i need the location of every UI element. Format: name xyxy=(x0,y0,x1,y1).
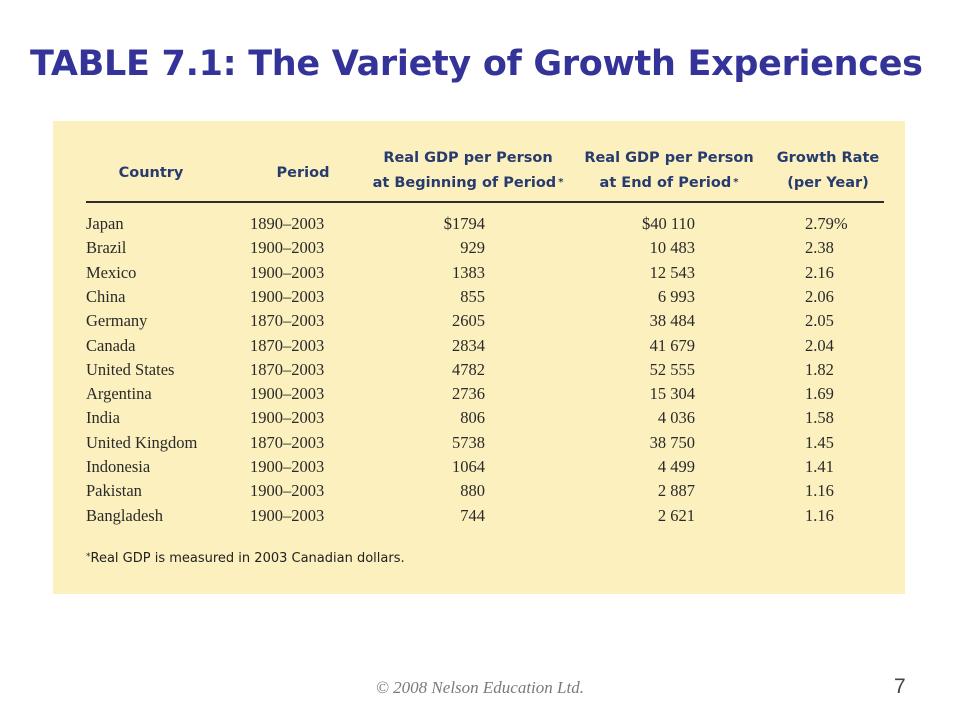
cell-country: Indonesia xyxy=(86,457,151,476)
cell-country: Pakistan xyxy=(86,481,142,501)
cell-country: Bangladesh xyxy=(86,505,163,525)
cell-gdp-begin: 929 xyxy=(460,238,485,258)
header-period: Period xyxy=(276,165,330,181)
footnote: *Real GDP is measured in 2003 Canadian d… xyxy=(86,551,405,566)
table-row: Bangladesh 1900–2003 744 2 621 1.16 xyxy=(53,504,905,528)
copyright: © 2008 Nelson Education Ltd. xyxy=(376,678,584,697)
cell-growth-rate: 1.82 xyxy=(805,359,834,379)
cell-period: 1900–2003 xyxy=(250,262,325,282)
cell-growth-rate: 1.16 xyxy=(805,481,834,501)
cell-gdp-begin: 2605 xyxy=(452,311,485,331)
cell-gdp-end: 52 555 xyxy=(649,359,695,379)
cell-growth-rate: 1.58 xyxy=(805,408,834,428)
cell-period: 1870–2003 xyxy=(250,311,325,331)
cell-gdp-begin: 2736 xyxy=(452,384,485,404)
cell-gdp-begin: 1383 xyxy=(452,262,485,282)
cell-country: Argentina xyxy=(86,384,152,404)
cell-period: 1870–2003 xyxy=(250,359,325,379)
cell-growth-rate: 2.06 xyxy=(805,286,834,306)
cell-gdp-begin: 855 xyxy=(460,286,485,306)
cell-growth-rate: 2.38 xyxy=(805,238,834,258)
cell-period: 1900–2003 xyxy=(250,457,325,476)
table-row: United States 1870–2003 4782 52 555 1.82 xyxy=(53,358,905,382)
header-rule xyxy=(86,201,884,203)
cell-period: 1900–2003 xyxy=(250,238,325,258)
cell-country: Japan xyxy=(86,214,124,233)
cell-gdp-begin: $1794 xyxy=(443,214,485,233)
cell-gdp-begin: 880 xyxy=(460,481,485,501)
cell-period: 1900–2003 xyxy=(250,481,325,501)
cell-growth-rate: 2.04 xyxy=(805,335,834,355)
table-row: Canada 1870–2003 2834 41 679 2.04 xyxy=(53,334,905,358)
cell-gdp-begin: 5738 xyxy=(452,432,485,452)
table-row: Indonesia 1900–2003 1064 4 499 1.41 xyxy=(53,455,905,479)
cell-gdp-end: 4 499 xyxy=(657,457,695,476)
cell-country: Germany xyxy=(86,311,148,331)
cell-gdp-end: 4 036 xyxy=(657,408,695,428)
table-row: Pakistan 1900–2003 880 2 887 1.16 xyxy=(53,479,905,503)
cell-gdp-begin: 2834 xyxy=(452,335,485,355)
cell-gdp-begin: 744 xyxy=(460,505,485,525)
cell-period: 1870–2003 xyxy=(250,432,325,452)
cell-country: India xyxy=(86,408,120,428)
cell-gdp-end: 38 750 xyxy=(649,432,695,452)
cell-gdp-end: 2 887 xyxy=(657,481,695,501)
cell-growth-rate: 2.05 xyxy=(805,311,834,331)
table-row: India 1900–2003 806 4 036 1.58 xyxy=(53,406,905,430)
cell-gdp-end: 2 621 xyxy=(657,505,695,525)
cell-growth-rate: 1.41 xyxy=(805,457,834,476)
cell-gdp-end: $40 110 xyxy=(641,214,695,233)
table-panel: Country Period Real GDP per Person at Be… xyxy=(53,121,905,594)
cell-country: Mexico xyxy=(86,262,137,282)
cell-gdp-end: 15 304 xyxy=(649,384,695,404)
cell-gdp-end: 10 483 xyxy=(649,238,695,258)
cell-country: Canada xyxy=(86,335,136,355)
cell-period: 1900–2003 xyxy=(250,408,325,428)
cell-growth-rate: 1.69 xyxy=(805,384,834,404)
table-row: Germany 1870–2003 2605 38 484 2.05 xyxy=(53,309,905,333)
page-number: 7 xyxy=(894,675,906,698)
slide-title: TABLE 7.1: The Variety of Growth Experie… xyxy=(30,44,923,84)
cell-country: Brazil xyxy=(86,238,127,258)
cell-country: United Kingdom xyxy=(86,432,198,452)
cell-gdp-end: 12 543 xyxy=(649,262,695,282)
table-row: Argentina 1900–2003 2736 15 304 1.69 xyxy=(53,382,905,406)
table-row: Mexico 1900–2003 1383 12 543 2.16 xyxy=(53,261,905,285)
table-row: Japan 1890–2003 $1794 $40 110 2.79% xyxy=(53,212,905,236)
cell-period: 1900–2003 xyxy=(250,286,325,306)
cell-country: China xyxy=(86,286,126,306)
table-row: United Kingdom 1870–2003 5738 38 750 1.45 xyxy=(53,431,905,455)
cell-country: United States xyxy=(86,359,175,379)
cell-growth-rate: 2.16 xyxy=(805,262,834,282)
table-row: China 1900–2003 855 6 993 2.06 xyxy=(53,285,905,309)
cell-period: 1870–2003 xyxy=(250,335,325,355)
cell-growth-rate: 2.79% xyxy=(805,214,848,233)
cell-growth-rate: 1.45 xyxy=(805,432,834,452)
cell-period: 1900–2003 xyxy=(250,384,325,404)
cell-gdp-begin: 4782 xyxy=(452,359,485,379)
cell-growth-rate: 1.16 xyxy=(805,505,834,525)
cell-period: 1900–2003 xyxy=(250,505,325,525)
table-row: Brazil 1900–2003 929 10 483 2.38 xyxy=(53,236,905,260)
cell-gdp-begin: 806 xyxy=(460,408,485,428)
cell-gdp-end: 6 993 xyxy=(657,286,695,306)
cell-gdp-end: 41 679 xyxy=(649,335,695,355)
cell-gdp-begin: 1064 xyxy=(452,457,485,476)
cell-period: 1890–2003 xyxy=(250,214,325,233)
cell-gdp-end: 38 484 xyxy=(649,311,695,331)
header-country: Country xyxy=(118,165,184,181)
